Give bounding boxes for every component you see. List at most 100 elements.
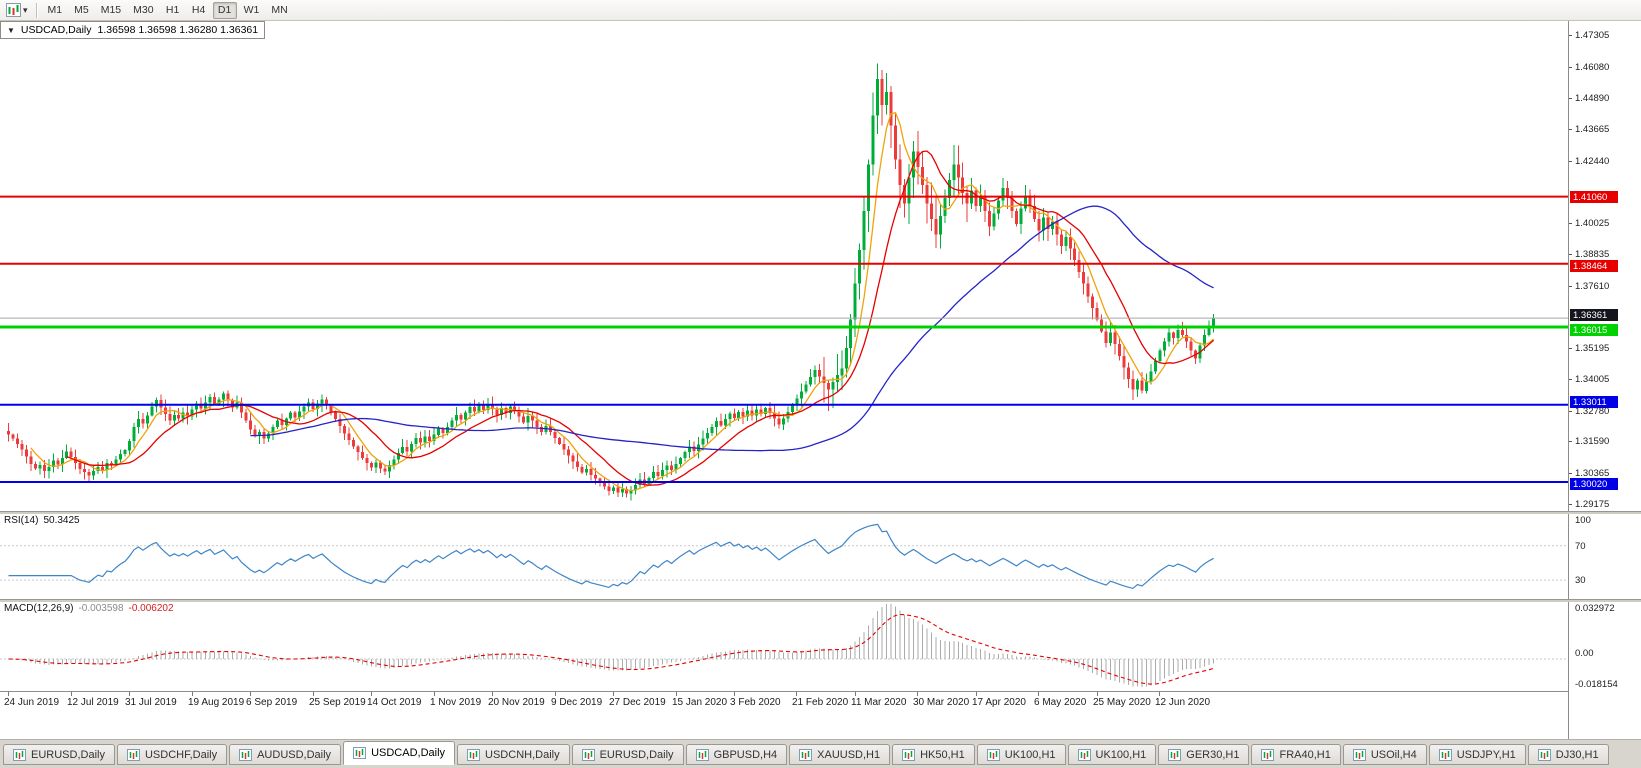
price-tick-1.43665: 1.43665 xyxy=(1575,124,1610,135)
price-tick-mark xyxy=(1569,473,1572,474)
date-tick-mark xyxy=(855,692,856,696)
date-tick-mark xyxy=(250,692,251,696)
price-tick-1.47305: 1.47305 xyxy=(1575,30,1610,41)
timeframe-button-h4[interactable]: H4 xyxy=(191,4,206,16)
chart-tab-label: USOil,H4 xyxy=(1370,748,1417,761)
date-tick-mark xyxy=(796,692,797,696)
date-tick-mark xyxy=(917,692,918,696)
price-level-badge-1.41060: 1.41060 xyxy=(1570,191,1618,203)
chart-title-bar: ▼ USDCAD,Daily 1.36598 1.36598 1.36280 1… xyxy=(0,21,266,39)
date-tick-mark xyxy=(192,692,193,696)
timeframe-button-m30[interactable]: M30 xyxy=(133,4,154,16)
chart-tab-usdcad-daily[interactable]: USDCAD,Daily xyxy=(343,741,456,765)
date-tick-mark xyxy=(676,692,677,696)
chart-tab-icon xyxy=(1438,748,1452,761)
macd-pane[interactable]: MACD(12,26,9) -0.003598 -0.006202 xyxy=(0,601,1568,691)
chart-tab-usdcnh-daily[interactable]: USDCNH,Daily xyxy=(457,744,570,765)
chart-tab-icon xyxy=(902,748,916,761)
price-tick-mark xyxy=(1569,161,1572,162)
price-tick-mark xyxy=(1569,379,1572,380)
chart-tab-label: USDCAD,Daily xyxy=(371,747,446,759)
candlestick-chart[interactable] xyxy=(0,21,1568,511)
macd-label: MACD(12,26,9) -0.003598 -0.006202 xyxy=(4,603,174,614)
chart-tab-label: UK100,H1 xyxy=(1095,748,1147,761)
chart-tab-label: USDCHF,Daily xyxy=(144,748,218,761)
price-tick-1.46080: 1.46080 xyxy=(1575,62,1610,73)
chart-tab-ger30-h1[interactable]: GER30,H1 xyxy=(1158,744,1250,765)
chart-tab-icon xyxy=(695,748,709,761)
chart-tab-dj30-h1[interactable]: DJ30,H1 xyxy=(1527,744,1609,765)
price-tick-mark xyxy=(1569,98,1572,99)
chart-tab-eurusd-daily[interactable]: EURUSD,Daily xyxy=(571,744,684,765)
chart-tab-hk50-h1[interactable]: HK50,H1 xyxy=(892,744,975,765)
macd-title: MACD(12,26,9) xyxy=(4,603,74,614)
chart-tab-xauusd-h1[interactable]: XAUUSD,H1 xyxy=(789,744,891,765)
time-axis[interactable]: 24 Jun 2019 12 Jul 2019 31 Jul 2019 19 Aug … xyxy=(0,691,1568,740)
price-tick-1.38835: 1.38835 xyxy=(1575,249,1610,260)
rsi-pane[interactable]: RSI(14) 50.3425 xyxy=(0,513,1568,599)
timeframe-button-m15[interactable]: M15 xyxy=(100,4,122,16)
chart-tab-uk100-h1[interactable]: UK100,H1 xyxy=(1067,744,1157,765)
chart-tab-usoil-h4[interactable]: USOil,H4 xyxy=(1342,744,1427,765)
chart-tab-eurusd-daily[interactable]: EURUSD,Daily xyxy=(3,744,115,765)
chart-tab-uk100-h1[interactable]: UK100,H1 xyxy=(976,744,1066,765)
chart-tab-icon xyxy=(1261,748,1275,761)
chart-tab-icon xyxy=(986,748,1000,761)
price-tick-1.35195: 1.35195 xyxy=(1575,343,1610,354)
rsi-scale-label-30: 30 xyxy=(1575,575,1586,586)
rsi-label: RSI(14) 50.3425 xyxy=(4,515,80,526)
pane-divider[interactable] xyxy=(0,599,1641,602)
timeframe-button-w1[interactable]: W1 xyxy=(243,4,260,16)
price-tick-mark xyxy=(1569,35,1572,36)
timeframe-button-h1[interactable]: H1 xyxy=(165,4,180,16)
chart-tab-fra40-h1[interactable]: FRA40,H1 xyxy=(1251,744,1341,765)
chart-tab-icon xyxy=(1077,748,1091,761)
macd-chart[interactable] xyxy=(0,601,1568,691)
chart-window-area: ▼ USDCAD,Daily 1.36598 1.36598 1.36280 1… xyxy=(0,21,1641,740)
rsi-chart[interactable] xyxy=(0,513,1568,599)
price-level-badge-1.33011: 1.33011 xyxy=(1570,396,1618,408)
date-label-9-dec-2019: 9 Dec 2019 xyxy=(551,697,603,708)
timeframe-button-m1[interactable]: M1 xyxy=(47,4,63,16)
date-tick-mark xyxy=(492,692,493,696)
price-tick-1.30365: 1.30365 xyxy=(1575,468,1610,479)
chart-tab-icon xyxy=(13,748,26,761)
timeframe-button-mn[interactable]: MN xyxy=(271,4,288,16)
chart-tab-audusd-daily[interactable]: AUDUSD,Daily xyxy=(229,744,342,765)
date-tick-mark xyxy=(555,692,556,696)
price-tick-mark xyxy=(1569,286,1572,287)
chart-dropdown-icon[interactable]: ▾ xyxy=(23,4,28,15)
price-scale[interactable]: 1.47305 1.46080 1.44890 1.43665 1.42440 1.400… xyxy=(1568,21,1641,739)
chart-tab-usdjpy-h1[interactable]: USDJPY,H1 xyxy=(1428,744,1526,765)
chart-tab-label: EURUSD,Daily xyxy=(599,748,674,761)
chart-tab-icon xyxy=(1537,748,1551,761)
collapse-icon[interactable]: ▼ xyxy=(7,25,15,35)
price-level-badge-1.38464: 1.38464 xyxy=(1570,260,1618,272)
price-pane[interactable]: ▼ USDCAD,Daily 1.36598 1.36598 1.36280 1… xyxy=(0,21,1568,511)
date-tick-mark xyxy=(8,692,9,696)
price-tick-mark xyxy=(1569,67,1572,68)
pane-divider[interactable] xyxy=(0,511,1641,514)
macd-scale-min: -0.018154 xyxy=(1575,679,1618,690)
chart-ohlc-label: 1.36598 1.36598 1.36280 1.36361 xyxy=(97,24,259,36)
timeframe-button-d1[interactable]: D1 xyxy=(212,1,237,19)
moving-average-line-55 xyxy=(250,205,1214,452)
date-label-1-nov-2019: 1 Nov 2019 xyxy=(430,697,482,708)
chart-tab-icon xyxy=(239,748,253,761)
price-level-badge-1.36015: 1.36015 xyxy=(1570,324,1618,336)
timeframe-button-m5[interactable]: M5 xyxy=(74,4,89,16)
chart-tab-icon xyxy=(799,748,813,761)
price-tick-1.29175: 1.29175 xyxy=(1575,499,1610,510)
price-tick-1.40025: 1.40025 xyxy=(1575,218,1610,229)
date-label-25-may-2020: 25 May 2020 xyxy=(1093,697,1151,708)
chart-tab-usdchf-daily[interactable]: USDCHF,Daily xyxy=(116,744,228,765)
rsi-title: RSI(14) xyxy=(4,515,39,526)
chart-tab-gbpusd-h4[interactable]: GBPUSD,H4 xyxy=(685,744,788,765)
chart-window-icon[interactable] xyxy=(5,2,22,18)
chart-tab-icon xyxy=(353,747,367,759)
date-label-20-nov-2019: 20 Nov 2019 xyxy=(488,697,545,708)
price-tick-1.42440: 1.42440 xyxy=(1575,156,1610,167)
moving-average-line-14 xyxy=(66,150,1215,486)
date-tick-mark xyxy=(734,692,735,696)
price-level-badge-1.30020: 1.30020 xyxy=(1570,478,1618,490)
